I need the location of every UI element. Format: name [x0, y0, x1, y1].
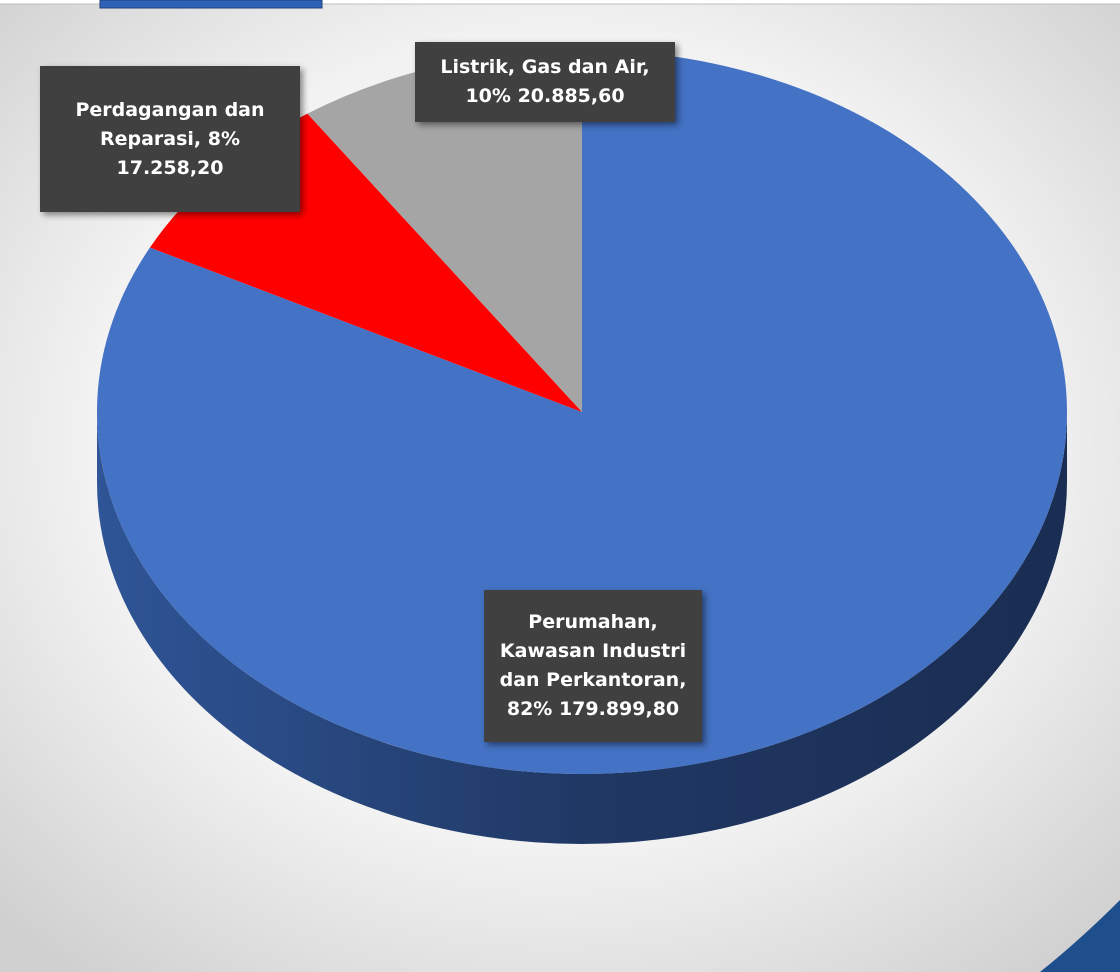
header-tab — [99, 0, 323, 9]
label-part: 20.885,60 — [517, 85, 625, 107]
label-part: 179.899,80 — [558, 698, 680, 720]
data-label-text: Perumahan, Kawasan Industri dan Perkanto… — [499, 611, 687, 720]
label-part: 82% — [506, 698, 553, 720]
data-label: Perumahan, Kawasan Industri dan Perkanto… — [484, 590, 702, 742]
label-part: 17.258,20 — [116, 156, 224, 179]
pie-slice — [307, 50, 582, 412]
pie-side — [97, 412, 1067, 844]
data-label: Perdagangan dan Reparasi, 8% 17.258,20 — [40, 66, 300, 212]
pie — [97, 50, 1068, 844]
data-label-text: Listrik, Gas dan Air, 10% 20.885,60 — [440, 56, 650, 107]
data-label: Listrik, Gas dan Air, 10% 20.885,60 — [415, 42, 675, 122]
data-label-text: Perdagangan dan Reparasi, 8% 17.258,20 — [75, 98, 265, 179]
label-part: 10% — [465, 85, 511, 107]
label-part: Listrik, Gas dan Air — [440, 56, 643, 78]
corner-decoration — [1040, 900, 1120, 972]
label-part: Perumahan, Kawasan Industri dan Perkanto… — [499, 611, 687, 691]
label-part: 8% — [207, 127, 241, 150]
label-part: Perdagangan dan Reparasi — [75, 98, 265, 150]
